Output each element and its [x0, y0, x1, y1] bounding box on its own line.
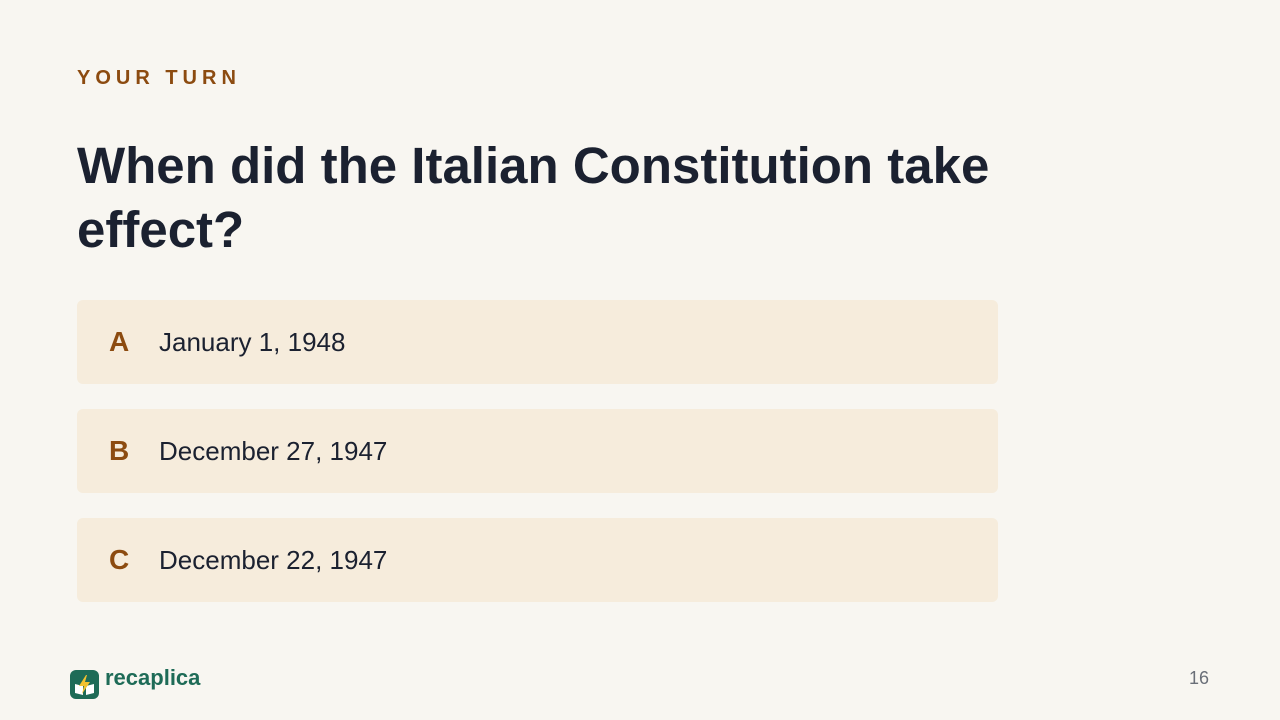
option-text: December 27, 1947: [159, 436, 388, 466]
answer-option-a[interactable]: A January 1, 1948: [77, 300, 998, 384]
question-title: When did the Italian Constitution take e…: [77, 137, 990, 258]
option-letter: B: [109, 435, 130, 466]
option-letter: A: [109, 326, 130, 357]
option-text: December 22, 1947: [159, 545, 388, 575]
answer-option-b[interactable]: B December 27, 1947: [77, 409, 998, 493]
brand-name: recaplica: [105, 665, 201, 690]
section-eyebrow: YOUR TURN: [77, 67, 241, 89]
answer-options: A January 1, 1948 B December 27, 1947 C …: [77, 300, 998, 627]
brand-logo: recaplica: [70, 665, 201, 700]
option-letter: C: [109, 544, 130, 575]
answer-option-c[interactable]: C December 22, 1947: [77, 518, 998, 602]
lightning-book-icon: [70, 669, 99, 699]
option-text: January 1, 1948: [159, 327, 346, 357]
page-number: 16: [1188, 668, 1209, 688]
